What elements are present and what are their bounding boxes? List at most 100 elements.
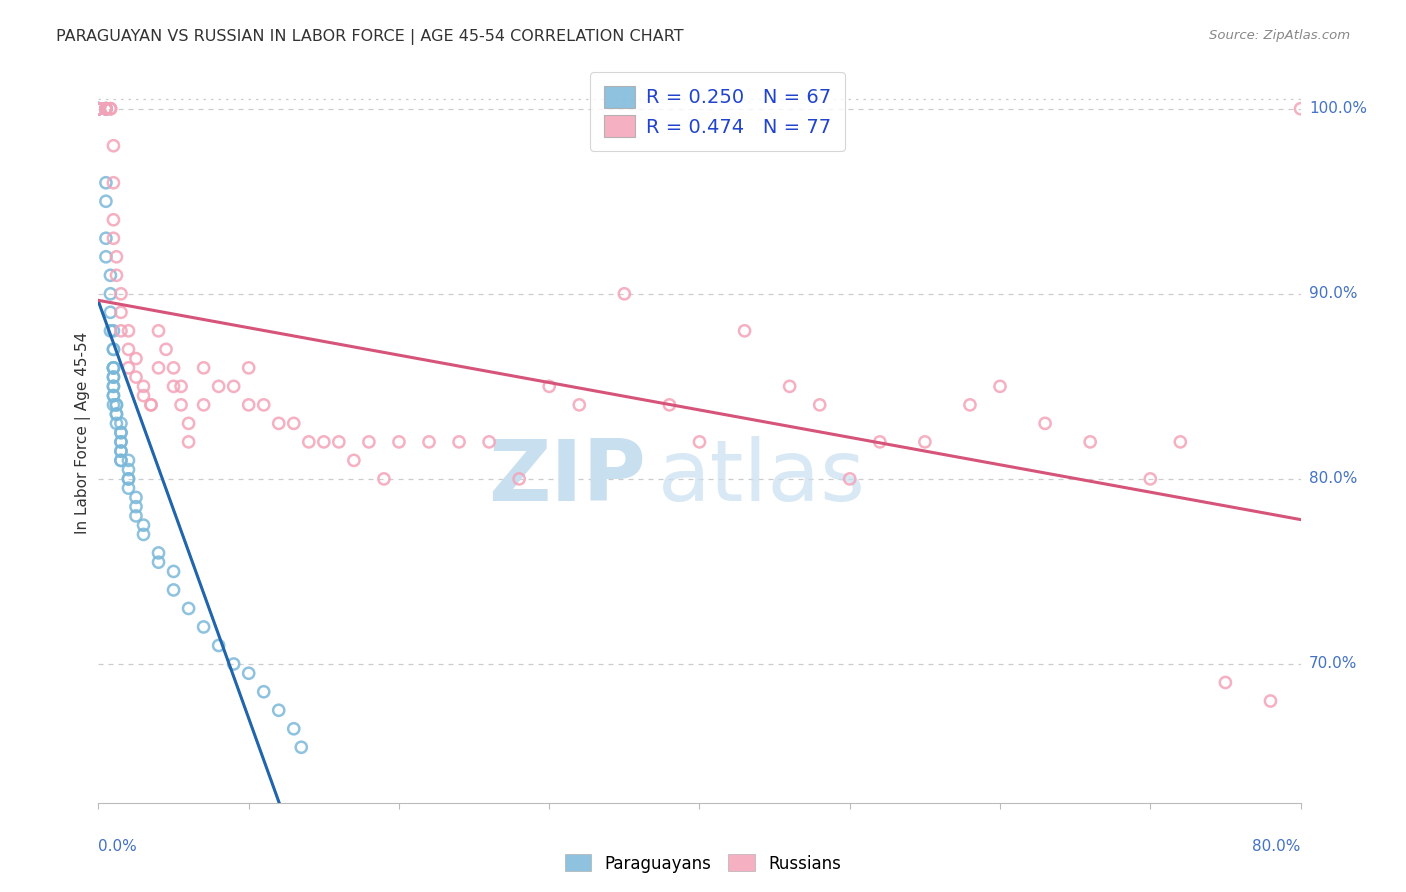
Point: [253, 684, 276, 698]
Point: [125, 351, 148, 366]
Point: [312, 434, 335, 449]
Point: [298, 434, 321, 449]
Point: [148, 324, 170, 338]
Point: [100, 102, 122, 116]
Point: [125, 370, 148, 384]
Point: [155, 343, 177, 357]
Point: [290, 740, 312, 755]
Point: [110, 434, 132, 449]
Point: [110, 286, 132, 301]
Point: [105, 250, 128, 264]
Point: [373, 472, 395, 486]
Legend: Paraguayans, Russians: Paraguayans, Russians: [558, 847, 848, 880]
Point: [87, 102, 110, 116]
Point: [87, 102, 110, 116]
Point: [132, 527, 155, 541]
Point: [103, 370, 125, 384]
Point: [162, 360, 184, 375]
Point: [177, 417, 200, 431]
Point: [1215, 675, 1237, 690]
Point: [988, 379, 1011, 393]
Point: [105, 407, 128, 421]
Point: [914, 434, 936, 449]
Point: [208, 639, 231, 653]
Point: [105, 407, 128, 421]
Text: 80.0%: 80.0%: [1253, 838, 1301, 854]
Point: [103, 343, 125, 357]
Text: 80.0%: 80.0%: [1309, 471, 1357, 486]
Point: [148, 360, 170, 375]
Point: [103, 370, 125, 384]
Point: [267, 417, 290, 431]
Point: [105, 268, 128, 283]
Point: [94, 102, 117, 116]
Point: [110, 324, 132, 338]
Point: [162, 565, 184, 579]
Point: [103, 138, 125, 153]
Point: [283, 722, 305, 736]
Point: [779, 379, 801, 393]
Point: [110, 453, 132, 467]
Point: [132, 379, 155, 393]
Point: [100, 102, 122, 116]
Point: [110, 305, 132, 319]
Legend: R = 0.250   N = 67, R = 0.474   N = 77: R = 0.250 N = 67, R = 0.474 N = 77: [591, 72, 845, 151]
Text: ZIP: ZIP: [488, 435, 645, 518]
Point: [238, 398, 260, 412]
Point: [117, 472, 139, 486]
Point: [132, 518, 155, 533]
Point: [103, 388, 125, 402]
Point: [94, 250, 117, 264]
Point: [1139, 472, 1161, 486]
Point: [117, 360, 139, 375]
Point: [94, 194, 117, 209]
Text: 70.0%: 70.0%: [1309, 657, 1357, 672]
Point: [838, 472, 860, 486]
Point: [94, 102, 117, 116]
Point: [94, 102, 117, 116]
Point: [869, 434, 891, 449]
Point: [447, 434, 470, 449]
Point: [222, 379, 245, 393]
Point: [177, 601, 200, 615]
Point: [170, 379, 193, 393]
Point: [193, 620, 215, 634]
Point: [94, 176, 117, 190]
Text: 90.0%: 90.0%: [1309, 286, 1357, 301]
Point: [87, 102, 110, 116]
Point: [105, 417, 128, 431]
Point: [105, 398, 128, 412]
Point: [87, 102, 110, 116]
Point: [1289, 102, 1312, 116]
Point: [808, 398, 831, 412]
Point: [238, 360, 260, 375]
Point: [117, 343, 139, 357]
Point: [688, 434, 710, 449]
Point: [1078, 434, 1101, 449]
Point: [959, 398, 981, 412]
Point: [100, 324, 122, 338]
Point: [100, 305, 122, 319]
Point: [193, 398, 215, 412]
Point: [734, 324, 756, 338]
Point: [658, 398, 681, 412]
Point: [568, 398, 591, 412]
Point: [177, 434, 200, 449]
Point: [103, 379, 125, 393]
Point: [117, 453, 139, 467]
Point: [110, 425, 132, 440]
Point: [125, 508, 148, 523]
Point: [148, 546, 170, 560]
Point: [139, 398, 162, 412]
Text: 0.0%: 0.0%: [98, 838, 138, 854]
Point: [343, 453, 366, 467]
Point: [87, 102, 110, 116]
Point: [110, 453, 132, 467]
Point: [238, 666, 260, 681]
Point: [94, 102, 117, 116]
Point: [117, 481, 139, 495]
Point: [103, 324, 125, 338]
Point: [508, 472, 530, 486]
Point: [110, 417, 132, 431]
Point: [162, 582, 184, 597]
